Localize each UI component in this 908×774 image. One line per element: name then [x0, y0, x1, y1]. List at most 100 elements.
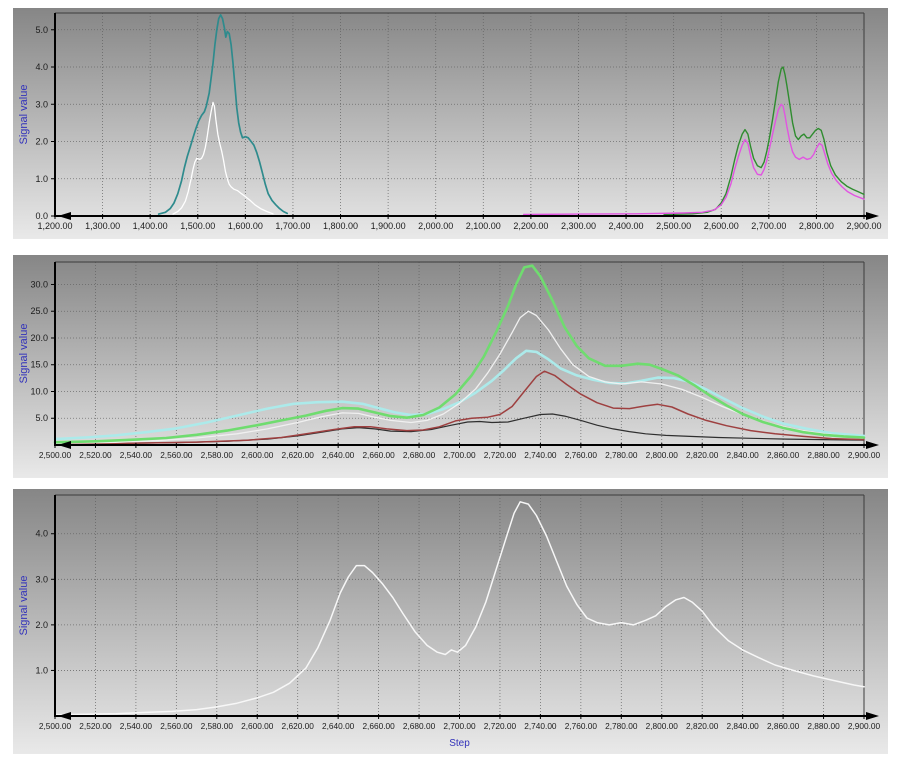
series-teal-signal: [157, 14, 289, 215]
x-tick-label: 1,800.00: [323, 221, 358, 231]
x-tick-label: 1,200.00: [37, 221, 72, 231]
x-tick-label: 2,600.00: [241, 450, 274, 460]
x-tick-label: 2,880.00: [807, 450, 840, 460]
x-tick-label: 2,700.00: [443, 721, 476, 731]
x-tick-label: 2,580.00: [201, 721, 234, 731]
x-tick-label: 2,880.00: [807, 721, 840, 731]
y-tick-label: 3.0: [35, 99, 48, 109]
series-green-signal: [663, 66, 865, 216]
y-tick-label: 10.0: [30, 386, 48, 396]
series-white-signal: [54, 310, 865, 445]
x-tick-label: 2,860.00: [767, 721, 800, 731]
x-tick-label: 1,400.00: [133, 221, 168, 231]
y-tick-label: 3.0: [35, 574, 48, 584]
chart-panel-bottom: 2,500.00 2,520.00 2,540.00 2,560.00 2,580.00…: [13, 489, 888, 754]
x-tick-label: 2,500.00: [39, 450, 72, 460]
x-tick-label: 1,900.00: [371, 221, 406, 231]
x-tick-label: 2,540.00: [120, 721, 153, 731]
series-black-signal: [54, 413, 865, 445]
x-tick-label: 2,100.00: [466, 221, 501, 231]
x-tick-label: 2,600.00: [704, 221, 739, 231]
x-tick-label: 2,680.00: [403, 450, 436, 460]
y-axis-title: Signal value: [18, 576, 30, 636]
y-tick-label: 1.0: [35, 174, 48, 184]
series-white-signal: [54, 501, 865, 716]
series-red-signal: [54, 370, 865, 445]
panel-background: [13, 8, 888, 239]
series-green-signal: [53, 264, 866, 444]
series-white-signal: [172, 101, 274, 215]
x-tick-label: 2,400.00: [609, 221, 644, 231]
signal-chart-3: 2,500.00 2,520.00 2,540.00 2,560.00 2,580.00…: [13, 489, 888, 754]
x-tick-label: 2,900.00: [848, 721, 881, 731]
y-axis-title: Signal value: [18, 85, 30, 145]
x-tick-label: 2,640.00: [322, 721, 355, 731]
y-tick-label: 2.0: [35, 620, 48, 630]
x-tick-label: 2,800.00: [646, 450, 679, 460]
x-tick-label: 2,540.00: [120, 450, 153, 460]
x-tick-label: 2,740.00: [524, 721, 557, 731]
x-tick-label: 2,780.00: [605, 721, 638, 731]
y-tick-label: 20.0: [30, 333, 48, 343]
y-tick-label: 2.0: [35, 137, 48, 147]
chart-panel-middle: 2,500.00 2,520.00 2,540.00 2,560.00 2,580.00…: [13, 255, 888, 478]
x-tick-label: 1,600.00: [228, 221, 263, 231]
x-axis-left-arrow-icon: [58, 212, 71, 220]
signal-chart-1: 1,200.00 1,300.00 1,400.00 1,500.00 1,600.00…: [13, 8, 888, 239]
x-tick-label: 2,900.00: [846, 221, 881, 231]
x-tick-label: 2,700.00: [443, 450, 476, 460]
signal-chart-2: 2,500.00 2,520.00 2,540.00 2,560.00 2,580.00…: [13, 255, 888, 478]
x-axis-right-arrow-icon: [866, 212, 879, 220]
x-axis-left-arrow-icon: [58, 441, 71, 449]
x-tick-label: 2,720.00: [484, 450, 517, 460]
y-tick-label: 4.0: [35, 62, 48, 72]
x-tick-label: 2,520.00: [79, 450, 112, 460]
x-tick-label: 2,700.00: [751, 221, 786, 231]
x-tick-label: 2,900.00: [848, 450, 881, 460]
y-tick-label: 30.0: [30, 279, 48, 289]
x-tick-label: 2,600.00: [241, 721, 274, 731]
x-axis-left-arrow-icon: [58, 712, 71, 720]
chart-panel-top: 1,200.00 1,300.00 1,400.00 1,500.00 1,600.00…: [13, 8, 888, 239]
x-tick-label: 2,740.00: [524, 450, 557, 460]
y-axis-title: Signal value: [18, 324, 30, 384]
x-tick-label: 2,640.00: [322, 450, 355, 460]
y-tick-label: 15.0: [30, 360, 48, 370]
x-tick-label: 1,300.00: [85, 221, 120, 231]
x-tick-label: 2,800.00: [799, 221, 834, 231]
y-tick-label: 4.0: [35, 529, 48, 539]
x-tick-label: 2,840.00: [727, 450, 760, 460]
x-tick-label: 2,840.00: [727, 721, 760, 731]
y-tick-label: 25.0: [30, 306, 48, 316]
x-tick-label: 2,820.00: [686, 721, 719, 731]
x-tick-label: 2,000.00: [418, 221, 453, 231]
x-tick-label: 2,620.00: [282, 450, 315, 460]
y-tick-label: 5.0: [35, 25, 48, 35]
x-tick-label: 2,860.00: [767, 450, 800, 460]
x-tick-label: 2,820.00: [686, 450, 719, 460]
y-tick-label: 1.0: [35, 665, 48, 675]
x-axis-right-arrow-icon: [866, 441, 879, 449]
x-tick-label: 2,520.00: [79, 721, 112, 731]
x-tick-label: 2,200.00: [513, 221, 548, 231]
x-tick-label: 2,560.00: [160, 450, 193, 460]
x-tick-label: 2,660.00: [362, 450, 395, 460]
x-tick-label: 2,560.00: [160, 721, 193, 731]
x-tick-label: 2,660.00: [362, 721, 395, 731]
series-cyan-signal: [53, 349, 866, 441]
x-tick-label: 1,500.00: [180, 221, 215, 231]
x-tick-label: 2,500.00: [656, 221, 691, 231]
x-tick-label: 2,680.00: [403, 721, 436, 731]
x-tick-label: 2,500.00: [39, 721, 72, 731]
panel-background: [13, 489, 888, 754]
x-tick-label: 2,760.00: [565, 450, 598, 460]
x-axis-title: Step: [449, 738, 470, 749]
x-tick-label: 2,800.00: [646, 721, 679, 731]
x-tick-label: 2,300.00: [561, 221, 596, 231]
x-axis-right-arrow-icon: [866, 712, 879, 720]
x-tick-label: 1,700.00: [275, 221, 310, 231]
series-magenta-signal: [523, 103, 865, 216]
x-tick-label: 2,760.00: [565, 721, 598, 731]
x-tick-label: 2,620.00: [282, 721, 315, 731]
